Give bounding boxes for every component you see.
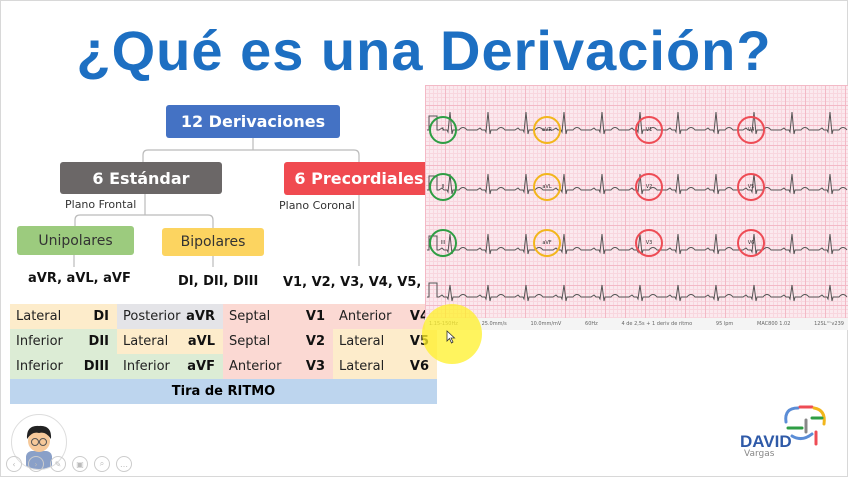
- logo-surname: Vargas: [744, 449, 775, 459]
- lead-circle: aVF: [533, 229, 561, 257]
- cursor-highlight: [422, 304, 482, 364]
- lead-circle: aVL: [533, 173, 561, 201]
- territory-label: Inferior: [123, 359, 170, 374]
- lead-label: V1: [305, 309, 325, 324]
- ecg-footer-item: MAC800 1.02: [757, 321, 791, 327]
- standard-node: 6 Estándar: [60, 162, 222, 194]
- lead-circle: III: [429, 229, 457, 257]
- table-cell: Lateral DI: [10, 304, 117, 329]
- table-cell: Septal V2: [223, 329, 333, 354]
- pen-icon[interactable]: ✎: [50, 456, 66, 472]
- logo-name: DAVID: [740, 432, 792, 451]
- lead-circle: II: [429, 173, 457, 201]
- table-row: Inferior DII Lateral aVL Septal V2 Lateral V5: [10, 329, 437, 354]
- lead-circle: V1: [635, 116, 663, 144]
- territory-label: Lateral: [123, 334, 169, 349]
- more-icon[interactable]: …: [116, 456, 132, 472]
- territory-label: Posterior: [123, 309, 181, 324]
- ecg-footer-item: 4 de 2,5s + 1 deriv de ritmo: [621, 321, 693, 327]
- table-row: Lateral DI Posterior aVR Septal V1 Anterior V4: [10, 304, 437, 329]
- lead-label: V3: [305, 359, 325, 374]
- table-cell: Inferior DII: [10, 329, 117, 354]
- unipolar-leads: aVR, aVL, aVF: [28, 271, 131, 286]
- territory-label: Inferior: [16, 359, 63, 374]
- lead-label: aVR: [186, 309, 215, 324]
- lead-label: DIII: [83, 359, 109, 374]
- lead-label: V2: [305, 334, 325, 349]
- ecg-footer-item: 95 lpm: [715, 321, 734, 327]
- ecg-trace: [427, 282, 848, 302]
- lead-label: aVF: [187, 359, 215, 374]
- root-node: 12 Derivaciones: [166, 105, 340, 138]
- lead-circle: V6: [737, 229, 765, 257]
- territory-label: Anterior: [339, 309, 392, 324]
- lead-label: V6: [409, 359, 429, 374]
- ecg-footer-item: 25.0mm/s: [481, 321, 507, 327]
- territory-label: Inferior: [16, 334, 63, 349]
- precordial-node: 6 Precordiales: [284, 162, 434, 195]
- lead-circle: V3: [635, 229, 663, 257]
- table-cell: Anterior V3: [223, 354, 333, 379]
- territory-label: Septal: [229, 334, 271, 349]
- unipolar-node: Unipolares: [17, 226, 134, 255]
- ecg-footer-item: 10.0mm/mV: [530, 321, 562, 327]
- territory-label: Lateral: [339, 334, 385, 349]
- logo: DAVID Vargas: [740, 402, 840, 462]
- lead-label: DI: [93, 309, 109, 324]
- table-row: Inferior DIII Inferior aVF Anterior V3 Lateral…: [10, 354, 437, 379]
- next-icon[interactable]: ›: [28, 456, 44, 472]
- lead-circle: aVR: [533, 116, 561, 144]
- coronal-plane-label: Plano Coronal: [279, 199, 355, 212]
- slide-title: ¿Qué es una Derivación?: [76, 19, 772, 82]
- precordial-leads: V1, V2, V3, V4, V5, V6: [283, 275, 445, 290]
- table-cell: Lateral V5: [333, 329, 437, 354]
- tree-connectors: [73, 138, 360, 267]
- table-cell: Anterior V4: [333, 304, 437, 329]
- slides-icon[interactable]: ▣: [72, 456, 88, 472]
- ecg-traces: [427, 111, 848, 302]
- table-cell: Inferior DIII: [10, 354, 117, 379]
- table-cell: Septal V1: [223, 304, 333, 329]
- bipolar-node: Bipolares: [162, 228, 264, 256]
- territory-label: Anterior: [229, 359, 282, 374]
- lead-territory-table: Lateral DI Posterior aVR Septal V1 Anterior V4 I…: [10, 304, 437, 404]
- ecg-footer-item: 60Hz: [585, 321, 598, 327]
- brain-logo-icon: [784, 405, 826, 446]
- lead-circle: I: [429, 116, 457, 144]
- lead-label: aVL: [187, 334, 215, 349]
- table-cell: Lateral aVL: [117, 329, 223, 354]
- lead-label: DII: [88, 334, 109, 349]
- ecg-footer-item: 12SL™v239: [814, 321, 844, 327]
- rhythm-strip-row: Tira de RITMO: [10, 379, 437, 404]
- table-cell: Posterior aVR: [117, 304, 223, 329]
- previous-icon[interactable]: ‹: [6, 456, 22, 472]
- lead-circle: V2: [635, 173, 663, 201]
- bipolar-leads: DI, DII, DIII: [178, 274, 259, 289]
- territory-label: Lateral: [16, 309, 62, 324]
- territory-label: Lateral: [339, 359, 385, 374]
- zoom-icon[interactable]: ⌕: [94, 456, 110, 472]
- table-cell: Inferior aVF: [117, 354, 223, 379]
- lead-circle: V4: [737, 116, 765, 144]
- mouse-pointer-icon: [446, 330, 456, 344]
- table-cell: Lateral V6: [333, 354, 437, 379]
- territory-label: Septal: [229, 309, 271, 324]
- frontal-plane-label: Plano Frontal: [65, 198, 137, 211]
- lead-circle: V5: [737, 173, 765, 201]
